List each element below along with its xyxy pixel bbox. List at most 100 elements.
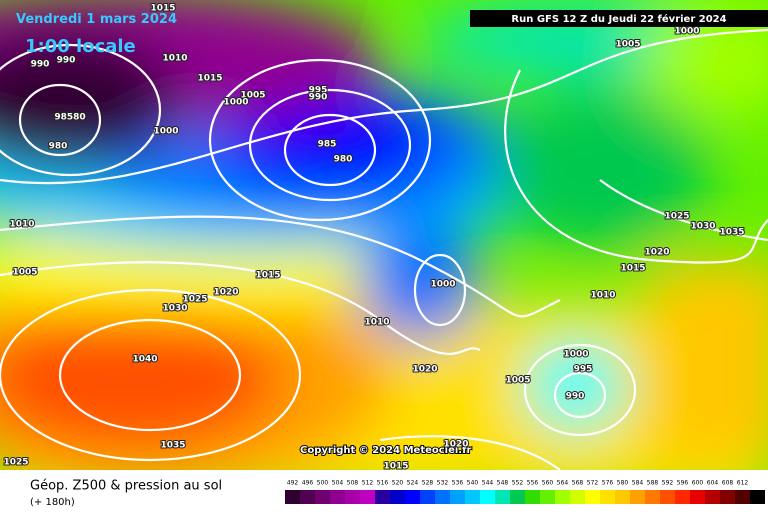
scale-label: 560 — [542, 480, 554, 487]
isobar-label: 1035 — [160, 441, 185, 451]
scale-label: 556 — [527, 480, 539, 487]
scale-label: 576 — [602, 480, 614, 487]
scale-label: 544 — [482, 480, 494, 487]
isobar-label: 1005 — [615, 40, 640, 50]
scale-swatch — [675, 490, 690, 504]
scale-swatch — [315, 490, 330, 504]
isobar-label: 980 — [334, 155, 353, 165]
isobar-label: 1015 — [255, 271, 280, 281]
scale-label: 516 — [377, 480, 389, 487]
scale-label: 572 — [587, 480, 599, 487]
isobar-label: 1040 — [132, 355, 157, 365]
scale-label: 600 — [692, 480, 704, 487]
scale-label: 596 — [677, 480, 689, 487]
copyright: Copyright © 2024 Meteociel.fr — [300, 445, 471, 456]
isobar-label: 990 — [57, 56, 76, 66]
isobar-label: 1005 — [12, 268, 37, 278]
isobar-label: 1000 — [674, 27, 699, 37]
scale-swatch — [510, 490, 525, 504]
scale-label: 592 — [662, 480, 674, 487]
local-time: 1:00 locale — [25, 36, 136, 57]
scale-swatch — [345, 490, 360, 504]
scale-label: 580 — [617, 480, 629, 487]
scale-label: 504 — [332, 480, 344, 487]
isobar-label: 980 — [49, 142, 68, 152]
scale-swatch — [360, 490, 375, 504]
scale-swatch — [600, 490, 615, 504]
run-info: Run GFS 12 Z du Jeudi 22 février 2024 — [511, 13, 726, 25]
scale-swatch — [735, 490, 750, 504]
scale-swatch — [390, 490, 405, 504]
isobar-label: 1005 — [505, 376, 530, 386]
isobar-label: 1020 — [412, 365, 437, 375]
isobar-label: 1015 — [150, 4, 175, 14]
scale-swatch — [435, 490, 450, 504]
scale-swatch — [615, 490, 630, 504]
scale-swatch — [300, 490, 315, 504]
scale-label: 564 — [557, 480, 569, 487]
scale-label: 528 — [422, 480, 434, 487]
isobar-label: 985 — [318, 140, 337, 150]
isobar-label: 1000 — [223, 98, 248, 108]
scale-swatch — [480, 490, 495, 504]
scale-label: 552 — [512, 480, 524, 487]
scale-swatch — [495, 490, 510, 504]
scale-end — [750, 490, 765, 504]
scale-swatch — [450, 490, 465, 504]
scale-swatch — [525, 490, 540, 504]
isobar-label: 1010 — [162, 54, 187, 64]
scale-swatch — [555, 490, 570, 504]
scale-swatch — [660, 490, 675, 504]
scale-label: 532 — [437, 480, 449, 487]
scale-swatch — [720, 490, 735, 504]
scale-label: 492 — [287, 480, 299, 487]
isobar-label: 1010 — [9, 220, 34, 230]
scale-swatch — [465, 490, 480, 504]
isobar-label: 1010 — [364, 318, 389, 328]
scale-label: 604 — [707, 480, 719, 487]
isobar-label: 1000 — [153, 127, 178, 137]
legend-title: Géop. Z500 & pression au sol — [30, 479, 222, 494]
isobar-label: 1020 — [644, 248, 669, 258]
scale-swatch — [420, 490, 435, 504]
scale-label: 508 — [347, 480, 359, 487]
scale-label: 548 — [497, 480, 509, 487]
run-box — [470, 10, 768, 27]
lead-time: (+ 180h) — [30, 497, 75, 508]
isobar-label: 98580 — [54, 113, 85, 123]
scale-swatch — [585, 490, 600, 504]
scale-swatch — [330, 490, 345, 504]
isobar-label: 1015 — [197, 74, 222, 84]
scale-swatch — [690, 490, 705, 504]
isobar-label: 1015 — [620, 264, 645, 274]
isobar-label: 1005 — [240, 91, 265, 101]
isobar-label: 1000 — [430, 280, 455, 290]
scale-label: 608 — [722, 480, 734, 487]
isobar-label: 1030 — [690, 222, 715, 232]
scale-swatch — [540, 490, 555, 504]
isobar-label: 1035 — [719, 228, 744, 238]
scale-swatch — [630, 490, 645, 504]
scale-label: 540 — [467, 480, 479, 487]
isobar-label: 1025 — [3, 458, 28, 468]
isobar-label: 1000 — [563, 350, 588, 360]
scale-swatch — [645, 490, 660, 504]
scale-label: 588 — [647, 480, 659, 487]
scale-swatch — [285, 490, 300, 504]
isobar-label: 990 — [566, 392, 585, 402]
scale-swatch — [375, 490, 390, 504]
isobar-label: 990 — [31, 60, 50, 70]
scale-swatch — [705, 490, 720, 504]
scale-swatch — [570, 490, 585, 504]
isobar-label: 995 — [574, 365, 593, 375]
scale-label: 568 — [572, 480, 584, 487]
field — [0, 0, 768, 470]
scale-label: 536 — [452, 480, 464, 487]
isobar-label: 1030 — [162, 304, 187, 314]
scale-swatch — [405, 490, 420, 504]
scale-label: 496 — [302, 480, 314, 487]
isobar-label: 1020 — [443, 440, 468, 450]
scale-label: 584 — [632, 480, 644, 487]
scale-label: 524 — [407, 480, 419, 487]
